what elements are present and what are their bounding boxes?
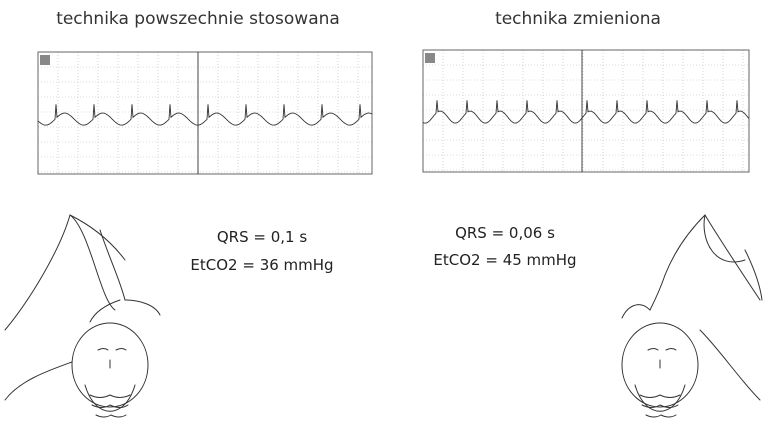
right-illustration	[621, 214, 763, 418]
right-qrs: QRS = 0,06 s	[455, 224, 555, 242]
right-ecg-strip	[422, 49, 750, 173]
ecg-wave	[422, 100, 750, 124]
right-title: technika zmieniona	[495, 9, 661, 29]
ecg-grid	[423, 50, 749, 172]
left-illustration	[4, 214, 161, 418]
left-title: technika powszechnie stosowana	[56, 9, 340, 29]
left-ecg-strip	[37, 51, 373, 175]
ecg-grid	[38, 52, 372, 174]
right-etco2: EtCO2 = 45 mmHg	[433, 251, 576, 269]
left-qrs: QRS = 0,1 s	[217, 228, 307, 246]
left-etco2: EtCO2 = 36 mmHg	[190, 256, 333, 274]
ecg-wave	[37, 104, 373, 126]
